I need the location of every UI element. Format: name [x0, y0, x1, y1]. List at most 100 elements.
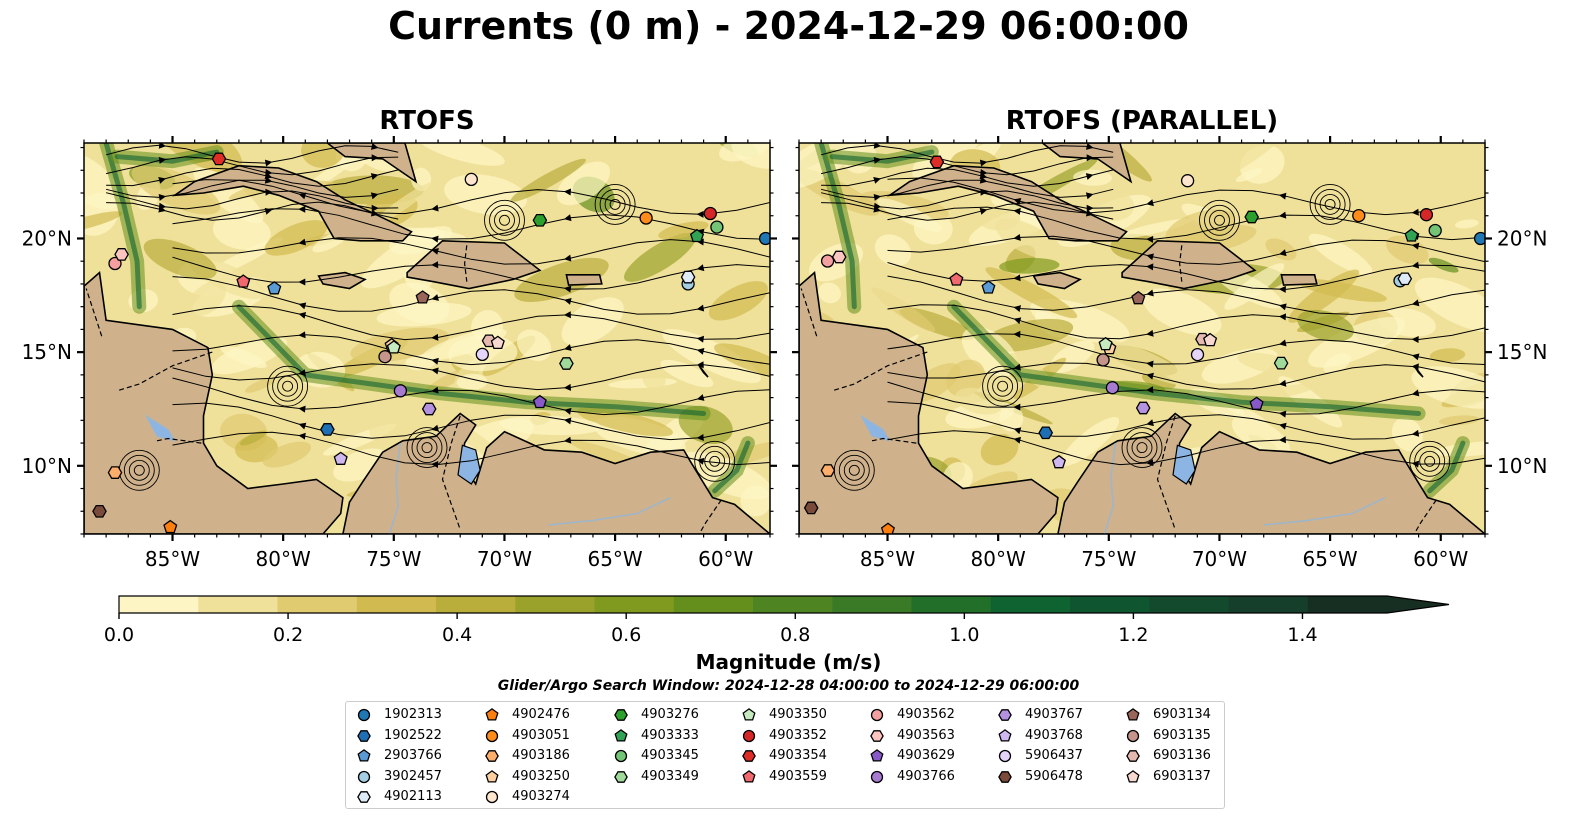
legend-marker-4903349	[614, 770, 628, 783]
streamline-arrow	[1013, 317, 1022, 325]
eddy-streamline	[604, 193, 626, 215]
legend-marker	[357, 770, 371, 783]
streamline	[887, 206, 1485, 241]
streamline-arrow	[563, 436, 572, 444]
legend-marker	[357, 749, 371, 762]
colorbar-segment	[832, 596, 913, 613]
platform-4903352	[1419, 208, 1434, 222]
eddy-streamline	[599, 188, 631, 220]
streamline-arrow	[1411, 353, 1420, 361]
streamline-arrow	[265, 169, 273, 176]
platform-4903562	[820, 254, 835, 268]
platform-4903766	[393, 384, 408, 398]
legend-marker	[998, 728, 1012, 742]
x-tick-label: 75°W	[1081, 547, 1136, 571]
streamline-arrow	[298, 405, 306, 413]
eddy-streamline	[848, 464, 860, 476]
legend-label: 3902457	[384, 768, 442, 784]
eddy-streamline	[1309, 183, 1351, 225]
legend-marker-6903134	[1126, 708, 1140, 721]
streamline-arrow	[1146, 419, 1154, 427]
colorbar-segment	[1070, 596, 1150, 613]
eddy-streamline	[997, 380, 1009, 392]
streamline-arrow	[696, 361, 704, 369]
legend-marker	[614, 749, 628, 763]
platform-4903274	[1180, 174, 1195, 188]
legend-entry: 4903766	[859, 768, 984, 786]
legend-entry: 2903766	[346, 747, 471, 765]
streamline-arrow	[1146, 289, 1154, 297]
legend-marker-4903352	[742, 729, 756, 742]
legend-entry: 4903559	[731, 768, 856, 786]
figure-title: Currents (0 m) - 2024-12-29 06:00:00	[388, 4, 1189, 48]
streamline	[106, 167, 399, 187]
streamline-arrow	[873, 202, 882, 210]
streamline	[887, 333, 1485, 365]
streamline-arrow	[1086, 154, 1094, 162]
eddy-streamline	[133, 464, 145, 476]
platform-4903276	[532, 213, 548, 227]
legend-entry: 4903629	[859, 747, 984, 765]
legend-marker-4902113	[357, 791, 371, 803]
streamline-arrow	[1013, 207, 1021, 215]
land-puertorico	[565, 273, 603, 286]
platform-4903333	[1404, 228, 1419, 242]
colorbar-segment	[673, 596, 754, 613]
legend-marker	[614, 770, 628, 783]
streamline-arrow	[1278, 339, 1287, 347]
streamline-arrow	[696, 264, 705, 272]
x-tick-label: 80°W	[971, 547, 1026, 571]
eddy-streamline	[411, 432, 443, 464]
platform-6903135	[1096, 353, 1110, 367]
legend-label: 4903349	[641, 768, 699, 784]
streamline-arrow	[431, 367, 439, 375]
legend-entry: 4903563	[859, 727, 984, 745]
streamline-arrow	[264, 207, 273, 215]
legend-marker-4903333	[614, 728, 628, 742]
streamline-arrow	[1146, 386, 1154, 394]
streamline-arrow	[1013, 274, 1021, 282]
land-bahamas	[326, 143, 418, 184]
streamline	[821, 201, 1114, 221]
streamline	[820, 179, 1114, 198]
streamline-arrow	[696, 434, 704, 441]
streamline	[172, 431, 770, 466]
streamline	[887, 262, 1485, 290]
country-border	[1413, 499, 1437, 534]
streamline-arrow	[298, 422, 307, 430]
land-cuba	[171, 164, 413, 242]
legend-marker	[357, 708, 371, 722]
colorbar-segment	[990, 596, 1071, 613]
platform-1902522	[1038, 426, 1054, 440]
legend-marker	[485, 729, 499, 742]
map-frame	[798, 142, 1486, 535]
legend-entry: 5906437	[987, 747, 1112, 765]
platform-markers	[803, 155, 1485, 534]
legend-marker-4902476	[485, 708, 499, 721]
axis-ticks: 85°W 80°W 75°W 70°W 65°W 60°W 10°N 15°N 20°N	[22, 136, 777, 571]
streamline-arrow	[563, 311, 571, 319]
legend-marker	[1126, 750, 1140, 762]
colorbar-tick-label: 1.0	[949, 624, 979, 646]
legend-label: 5906437	[1025, 748, 1083, 763]
legend-entry: 6903136	[1115, 747, 1240, 765]
streamline-arrow	[1146, 199, 1154, 207]
streamline	[887, 275, 1485, 315]
legend-entry: 4903349	[603, 768, 728, 786]
eddy-streamline	[277, 375, 299, 397]
colorbar-tick-label: 0.8	[780, 624, 810, 646]
streamline-arrow	[1278, 285, 1286, 293]
platform-2903766	[267, 281, 282, 295]
colorbar-tick-label: 0.6	[611, 624, 641, 646]
platform-4903629	[532, 394, 547, 409]
streamline-arrow	[1278, 379, 1287, 387]
legend-marker-4903767	[998, 709, 1012, 721]
y-tick-label: 10°N	[1497, 454, 1547, 478]
streamline-arrow	[1411, 336, 1419, 343]
platform-4903186	[107, 466, 123, 479]
eddy-streamline	[694, 440, 736, 482]
platform-4903767	[421, 402, 437, 416]
legend-marker-6903135	[1126, 729, 1140, 742]
platform-4903767	[1135, 401, 1151, 415]
colorbar-segment	[1149, 596, 1230, 613]
